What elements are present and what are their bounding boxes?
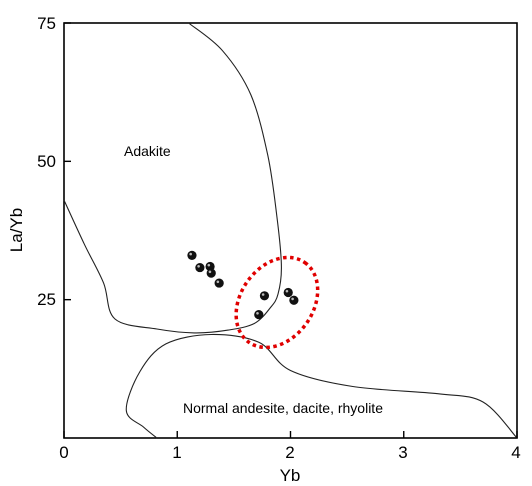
data-point-1-dot [195, 262, 205, 273]
region-label-adakite: Adakite [124, 143, 171, 159]
data-point-3-dot [206, 268, 216, 278]
x-axis-title: Yb [280, 466, 301, 485]
data-point-7 [283, 287, 293, 298]
data-point-3 [206, 268, 216, 278]
data-point-5-dot [259, 291, 270, 301]
data-point-4-shine [216, 280, 220, 284]
data-point-6-dot [254, 310, 264, 320]
data-point-0 [187, 250, 197, 260]
region-label-normal: Normal andesite, dacite, rhyolite [183, 400, 383, 416]
plot-frame [63, 22, 518, 439]
highlight-ellipse [234, 255, 320, 350]
y-axis-title: La/Yb [7, 208, 26, 252]
data-point-4-dot [214, 278, 224, 288]
data-point-8-shine [291, 297, 294, 301]
data-point-2-shine [207, 263, 211, 267]
data-point-6 [254, 310, 264, 320]
data-point-7-shine [285, 289, 289, 293]
data-point-5 [259, 291, 270, 301]
data-point-8 [289, 295, 299, 305]
data-points [187, 250, 299, 320]
x-tick-label-3: 3 [398, 443, 407, 462]
boundary-curve-0 [63, 22, 282, 334]
boundary-curves [63, 22, 518, 439]
y-tick-label-50: 50 [37, 152, 56, 171]
data-point-8-dot [289, 295, 299, 305]
data-point-6-shine [256, 312, 259, 315]
data-point-0-dot [187, 250, 197, 260]
data-point-3-shine [208, 270, 212, 274]
x-tick-label-2: 2 [285, 443, 294, 462]
data-point-7-dot [283, 287, 293, 298]
data-point-0-shine [189, 252, 192, 256]
y-tick-label-75: 75 [37, 14, 56, 33]
highlight-group [234, 255, 320, 350]
data-point-1 [195, 262, 205, 273]
x-tick-label-1: 1 [172, 443, 181, 462]
boundary-curve-1 [125, 333, 518, 439]
data-point-4 [214, 278, 224, 288]
data-point-5-shine [261, 293, 265, 296]
data-point-1-shine [197, 264, 200, 268]
y-tick-label-25: 25 [37, 290, 56, 309]
x-tick-label-4: 4 [511, 443, 520, 462]
axis-ticks [63, 22, 518, 438]
x-tick-label-0: 0 [59, 443, 68, 462]
